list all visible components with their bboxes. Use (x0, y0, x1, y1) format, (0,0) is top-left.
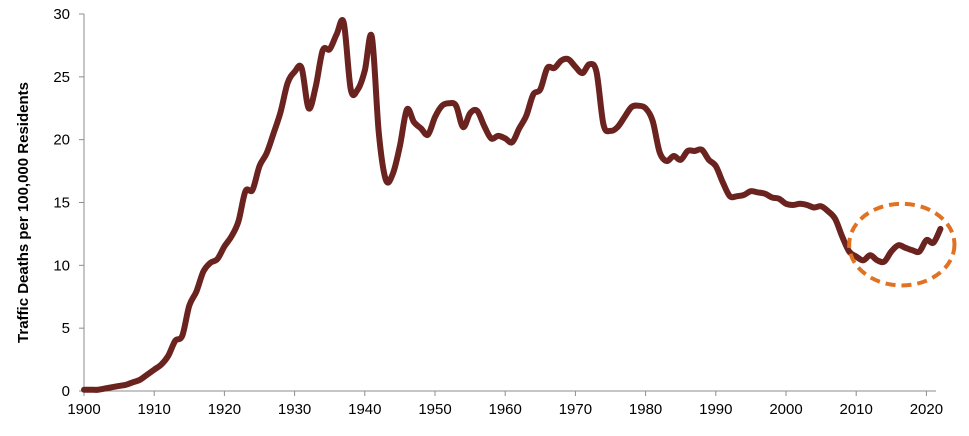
x-tick-label: 1900 (67, 401, 100, 418)
x-tick-label: 2000 (769, 401, 802, 418)
x-tick-label: 1970 (559, 401, 592, 418)
series-line-0 (81, 17, 944, 393)
y-tick-label: 5 (62, 320, 70, 337)
x-tick-label: 1910 (138, 401, 171, 418)
y-axis-title: Traffic Deaths per 100,000 Residents (15, 82, 32, 343)
x-axis-ticks: 1900 1910 1920 1930 1940 1950 1960 1970 1980 1990… (67, 391, 943, 418)
y-axis-ticks: 0 5 10 15 20 25 30 (53, 6, 84, 400)
y-tick-label: 30 (53, 6, 70, 23)
y-tick-label: 0 (62, 383, 70, 400)
highlight-ellipse (847, 201, 957, 288)
x-tick-label: 2010 (840, 401, 873, 418)
x-tick-label: 1960 (489, 401, 522, 418)
x-tick-label: 1950 (418, 401, 451, 418)
x-tick-label: 1990 (699, 401, 732, 418)
y-tick-label: 10 (53, 257, 70, 274)
x-tick-label: 1940 (348, 401, 381, 418)
x-tick-label: 1930 (278, 401, 311, 418)
x-tick-label: 2020 (910, 401, 943, 418)
y-tick-label: 15 (53, 195, 70, 212)
series-layer (81, 17, 944, 393)
x-tick-label: 1980 (629, 401, 662, 418)
x-tick-label: 1920 (208, 401, 241, 418)
highlight-layer (847, 201, 957, 288)
y-tick-label: 25 (53, 69, 70, 86)
y-tick-label: 20 (53, 132, 70, 149)
